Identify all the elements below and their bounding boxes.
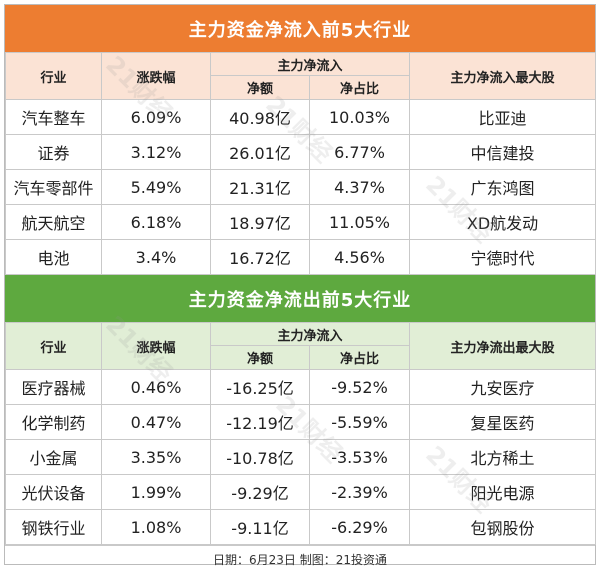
amount-cell: 16.72亿 bbox=[210, 239, 310, 275]
inflow-title: 主力资金净流入前5大行业 bbox=[5, 5, 595, 52]
amount-cell: 18.97亿 bbox=[210, 204, 310, 240]
ratio-cell: -9.52% bbox=[308, 369, 411, 405]
table-row: 汽车零部件 5.49% 21.31亿 4.37% 广东鸿图 bbox=[5, 169, 597, 205]
outflow-table: 行业 涨跌幅 主力净流入 主力净流出最大股 净额 净占比 医疗器械 0.46% … bbox=[5, 322, 597, 545]
header-industry: 行业 bbox=[5, 52, 102, 100]
top-stock-cell: 九安医疗 bbox=[409, 369, 597, 405]
industry-cell: 汽车零部件 bbox=[5, 169, 102, 205]
change-cell: 3.12% bbox=[101, 134, 211, 170]
ratio-cell: 4.56% bbox=[308, 239, 411, 275]
industry-cell: 化学制药 bbox=[5, 404, 102, 440]
change-cell: 6.18% bbox=[101, 204, 211, 240]
inflow-subheader-row: 净额 净占比 bbox=[6, 75, 596, 100]
change-cell: 5.49% bbox=[101, 169, 211, 205]
amount-cell: 26.01亿 bbox=[210, 134, 310, 170]
table-row: 航天航空 6.18% 18.97亿 11.05% XD航发动 bbox=[5, 204, 597, 240]
amount-cell: -12.19亿 bbox=[210, 404, 310, 440]
ratio-cell: 10.03% bbox=[308, 99, 411, 135]
amount-cell: -16.25亿 bbox=[210, 369, 310, 405]
top-stock-cell: 北方稀土 bbox=[409, 439, 597, 475]
top-stock-cell: 中信建投 bbox=[409, 134, 597, 170]
ratio-cell: -3.53% bbox=[308, 439, 411, 475]
table-row: 钢铁行业 1.08% -9.11亿 -6.29% 包钢股份 bbox=[5, 509, 597, 545]
change-cell: 3.35% bbox=[101, 439, 211, 475]
change-cell: 6.09% bbox=[101, 99, 211, 135]
table-row: 汽车整车 6.09% 40.98亿 10.03% 比亚迪 bbox=[5, 99, 597, 135]
change-cell: 0.46% bbox=[101, 369, 211, 405]
report-card: 主力资金净流入前5大行业 行业 涨跌幅 主力净流入 主力净流入最大股 净额 净占… bbox=[4, 4, 597, 567]
industry-cell: 光伏设备 bbox=[5, 474, 102, 510]
ratio-cell: -5.59% bbox=[308, 404, 411, 440]
table-row: 小金属 3.35% -10.78亿 -3.53% 北方稀土 bbox=[5, 439, 597, 475]
header-change: 涨跌幅 bbox=[101, 52, 211, 100]
ratio-cell: -2.39% bbox=[308, 474, 411, 510]
amount-cell: -9.29亿 bbox=[210, 474, 310, 510]
amount-cell: -10.78亿 bbox=[210, 439, 310, 475]
header-change: 涨跌幅 bbox=[101, 322, 211, 370]
header-top-stock: 主力净流入最大股 bbox=[409, 52, 597, 100]
header-top-stock: 主力净流出最大股 bbox=[409, 322, 597, 370]
amount-cell: 40.98亿 bbox=[210, 99, 310, 135]
change-cell: 1.08% bbox=[101, 509, 211, 545]
table-row: 化学制药 0.47% -12.19亿 -5.59% 复星医药 bbox=[5, 404, 597, 440]
ratio-cell: 4.37% bbox=[308, 169, 411, 205]
top-stock-cell: 包钢股份 bbox=[409, 509, 597, 545]
table-row: 医疗器械 0.46% -16.25亿 -9.52% 九安医疗 bbox=[5, 369, 597, 405]
header-amount: 净额 bbox=[210, 75, 310, 100]
change-cell: 0.47% bbox=[101, 404, 211, 440]
header-amount: 净额 bbox=[210, 345, 310, 370]
header-ratio: 净占比 bbox=[308, 345, 411, 370]
table-row: 光伏设备 1.99% -9.29亿 -2.39% 阳光电源 bbox=[5, 474, 597, 510]
ratio-cell: 6.77% bbox=[308, 134, 411, 170]
footer-caption: 日期：6月23日 制图：21投资通 bbox=[5, 545, 595, 573]
change-cell: 3.4% bbox=[101, 239, 211, 275]
header-net-inflow: 主力净流入 bbox=[209, 322, 411, 346]
industry-cell: 小金属 bbox=[5, 439, 102, 475]
table-row: 电池 3.4% 16.72亿 4.56% 宁德时代 bbox=[5, 239, 597, 275]
top-stock-cell: 复星医药 bbox=[409, 404, 597, 440]
change-cell: 1.99% bbox=[101, 474, 211, 510]
amount-cell: 21.31亿 bbox=[210, 169, 310, 205]
table-row: 证券 3.12% 26.01亿 6.77% 中信建投 bbox=[5, 134, 597, 170]
industry-cell: 汽车整车 bbox=[5, 99, 102, 135]
inflow-table: 行业 涨跌幅 主力净流入 主力净流入最大股 净额 净占比 汽车整车 6.09% … bbox=[5, 52, 597, 275]
industry-cell: 钢铁行业 bbox=[5, 509, 102, 545]
header-industry: 行业 bbox=[5, 322, 102, 370]
amount-cell: -9.11亿 bbox=[210, 509, 310, 545]
industry-cell: 电池 bbox=[5, 239, 102, 275]
ratio-cell: 11.05% bbox=[308, 204, 411, 240]
outflow-title: 主力资金净流出前5大行业 bbox=[5, 275, 595, 322]
top-stock-cell: 阳光电源 bbox=[409, 474, 597, 510]
ratio-cell: -6.29% bbox=[308, 509, 411, 545]
top-stock-cell: 宁德时代 bbox=[409, 239, 597, 275]
industry-cell: 医疗器械 bbox=[5, 369, 102, 405]
top-stock-cell: 广东鸿图 bbox=[409, 169, 597, 205]
header-net-inflow: 主力净流入 bbox=[209, 52, 411, 76]
top-stock-cell: XD航发动 bbox=[409, 204, 597, 240]
industry-cell: 航天航空 bbox=[5, 204, 102, 240]
header-ratio: 净占比 bbox=[308, 75, 411, 100]
outflow-header-row: 行业 涨跌幅 主力净流入 主力净流出最大股 bbox=[5, 322, 597, 370]
top-stock-cell: 比亚迪 bbox=[409, 99, 597, 135]
industry-cell: 证券 bbox=[5, 134, 102, 170]
inflow-header-row: 行业 涨跌幅 主力净流入 主力净流入最大股 bbox=[5, 52, 597, 100]
